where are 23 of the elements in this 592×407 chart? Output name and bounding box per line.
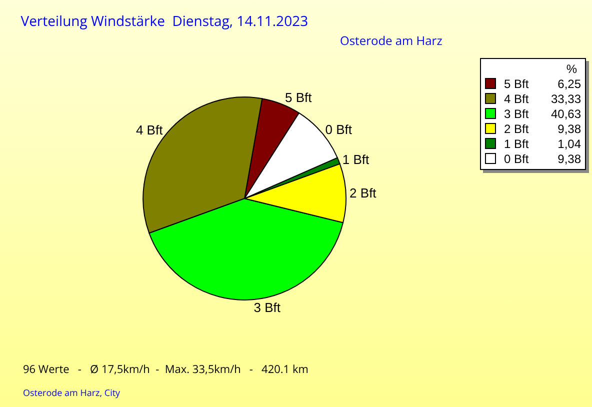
text: Osterode am Harz, City (23, 386, 121, 399)
data-label: 1,04 (556, 136, 581, 150)
data-label: 9,38 (556, 152, 581, 166)
slice-label: 0 Bft (325, 122, 352, 137)
chart-title: Verteilung Windstärke Dienstag, 14.11.2023 (20, 12, 308, 32)
slice-label: 3 Bft (254, 300, 281, 315)
legend-label: 5 Bft (504, 76, 530, 90)
slice-label: 4 Bft (136, 122, 164, 138)
data-label: 33,33 (550, 92, 581, 106)
legend-label: 4 Bft (504, 92, 530, 106)
legend-label: 0 Bft (504, 152, 530, 166)
text: 96 Werte - Ø 17,5km/h - Max. 33,5km/h - 420.1 km (23, 362, 308, 377)
chart-subtitle: Osterode am Harz (340, 32, 443, 49)
data-label: 40,63 (550, 106, 581, 120)
slice-label: 1 Bft (342, 152, 370, 168)
legend-title: % (565, 62, 578, 76)
slice-label: 5 Bft (285, 90, 312, 105)
data-label: 9,38 (556, 122, 581, 136)
legend-label: 2 Bft (504, 122, 530, 136)
legend-label: 1 Bft (504, 136, 530, 150)
slice-label: 2 Bft (350, 185, 377, 200)
data-label: 6,25 (556, 76, 581, 90)
legend-label: 3 Bft (504, 106, 530, 120)
